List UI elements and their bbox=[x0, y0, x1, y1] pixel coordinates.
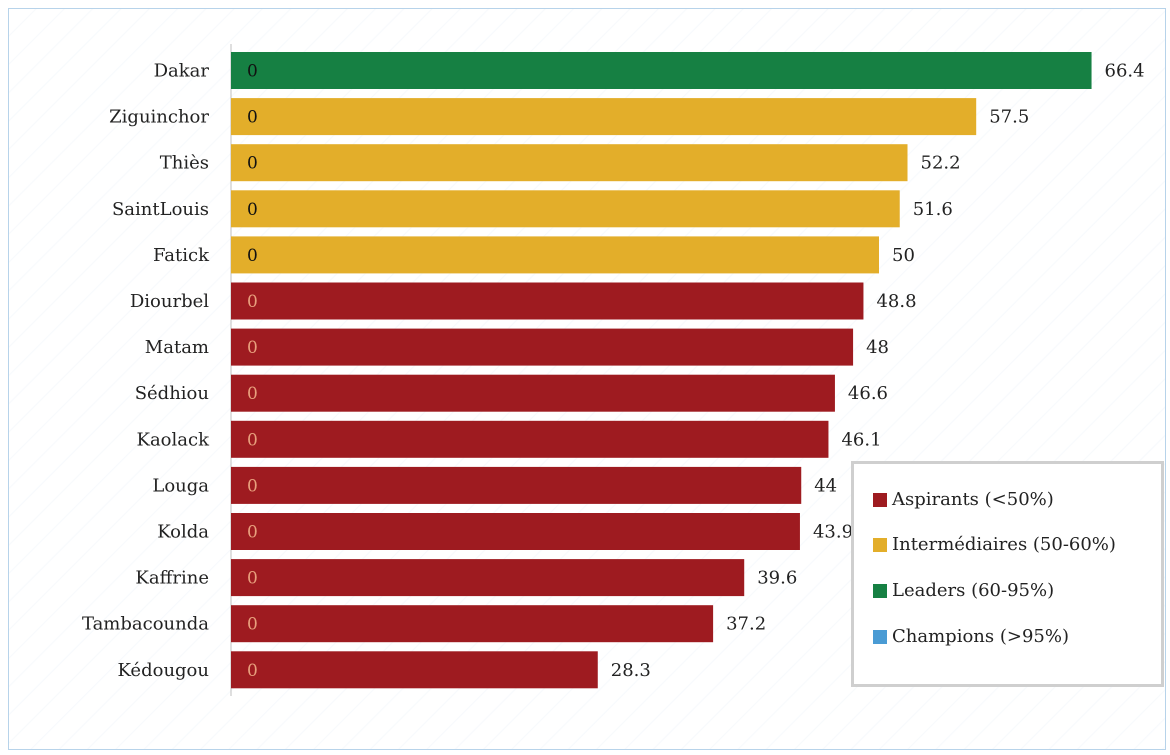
bar-inner-label: 0 bbox=[247, 338, 258, 358]
bar-saintlouis bbox=[231, 190, 900, 228]
bar-kaffrine bbox=[231, 559, 745, 597]
category-label: SaintLouis bbox=[112, 199, 209, 220]
category-label: Ziguinchor bbox=[109, 107, 209, 128]
value-label: 46.6 bbox=[848, 383, 888, 404]
category-label: Kolda bbox=[157, 522, 209, 543]
bar-inner-label: 0 bbox=[247, 246, 258, 266]
category-label: Kaolack bbox=[137, 429, 211, 450]
bar-inner-label: 0 bbox=[247, 62, 258, 82]
value-label: 46.1 bbox=[841, 429, 881, 450]
legend-label-champions: Champions (>95%) bbox=[892, 626, 1069, 647]
legend-item-leaders: Leaders (60-95%) bbox=[873, 580, 1054, 601]
legend-item-intermediaires: Intermédiaires (50-60%) bbox=[873, 534, 1116, 555]
bar-dakar bbox=[231, 52, 1092, 89]
bar-inner-label: 0 bbox=[247, 384, 258, 404]
bar-tambacounda bbox=[231, 605, 714, 643]
bar-inner-label: 0 bbox=[247, 569, 258, 589]
bar-inner-label: 0 bbox=[247, 154, 258, 174]
category-label: Diourbel bbox=[130, 291, 209, 312]
value-label: 52.2 bbox=[921, 153, 961, 174]
bar-inner-label: 0 bbox=[247, 661, 258, 681]
value-label: 48 bbox=[866, 337, 889, 358]
category-label: Thiès bbox=[160, 153, 209, 174]
legend-label-leaders: Leaders (60-95%) bbox=[892, 580, 1055, 601]
category-label: Dakar bbox=[154, 61, 210, 82]
legend-swatch-aspirants bbox=[873, 492, 887, 507]
category-label: Kédougou bbox=[117, 660, 209, 681]
legend-swatch-intermediaires bbox=[873, 537, 887, 552]
bar-inner-label: 0 bbox=[247, 200, 258, 220]
bars-group: Dakar 0 66.4 Ziguinchor 0 57.5 Thiès 0 52.2 Saint… bbox=[82, 52, 1145, 689]
bar-louga bbox=[231, 466, 802, 504]
category-label: Sédhiou bbox=[135, 383, 209, 404]
bar-thi-s bbox=[231, 144, 908, 182]
value-label: 28.3 bbox=[611, 660, 651, 681]
legend-label-intermediaires: Intermédiaires (50-60%) bbox=[892, 534, 1116, 555]
bar-k-dougou bbox=[231, 651, 598, 689]
legend-swatch-champions bbox=[873, 629, 887, 644]
value-label: 66.4 bbox=[1105, 61, 1145, 82]
value-label: 44 bbox=[814, 475, 837, 496]
bar-fatick bbox=[231, 236, 879, 274]
legend-item-champions: Champions (>95%) bbox=[873, 626, 1069, 647]
value-label: 57.5 bbox=[989, 107, 1029, 128]
legend-swatch-leaders bbox=[873, 583, 887, 598]
bar-inner-label: 0 bbox=[247, 615, 258, 635]
bar-inner-label: 0 bbox=[247, 476, 258, 496]
value-label: 51.6 bbox=[913, 199, 953, 220]
value-label: 37.2 bbox=[726, 614, 766, 635]
bar-inner-label: 0 bbox=[247, 523, 258, 543]
value-label: 43.9 bbox=[813, 522, 853, 543]
bar-matam bbox=[231, 328, 854, 366]
category-label: Matam bbox=[145, 337, 209, 358]
bar-kaolack bbox=[231, 420, 829, 458]
bar-inner-label: 0 bbox=[247, 430, 258, 450]
bar-s-dhiou bbox=[231, 374, 835, 412]
category-label: Fatick bbox=[153, 245, 210, 266]
bar-kolda bbox=[231, 513, 800, 550]
bar-diourbel bbox=[231, 282, 864, 320]
bar-inner-label: 0 bbox=[247, 292, 258, 312]
legend-item-aspirants: Aspirants (<50%) bbox=[873, 489, 1054, 510]
category-label: Tambacounda bbox=[82, 614, 209, 635]
value-label: 39.6 bbox=[757, 568, 797, 589]
value-label: 48.8 bbox=[876, 291, 916, 312]
value-label: 50 bbox=[892, 245, 915, 266]
legend-label-aspirants: Aspirants (<50%) bbox=[892, 489, 1054, 510]
category-label: Louga bbox=[152, 475, 209, 496]
category-label: Kaffrine bbox=[135, 568, 209, 589]
legend: Aspirants (<50%) Intermédiaires (50-60%)… bbox=[851, 461, 1164, 687]
bar-ziguinchor bbox=[231, 98, 977, 136]
bar-inner-label: 0 bbox=[247, 108, 258, 128]
